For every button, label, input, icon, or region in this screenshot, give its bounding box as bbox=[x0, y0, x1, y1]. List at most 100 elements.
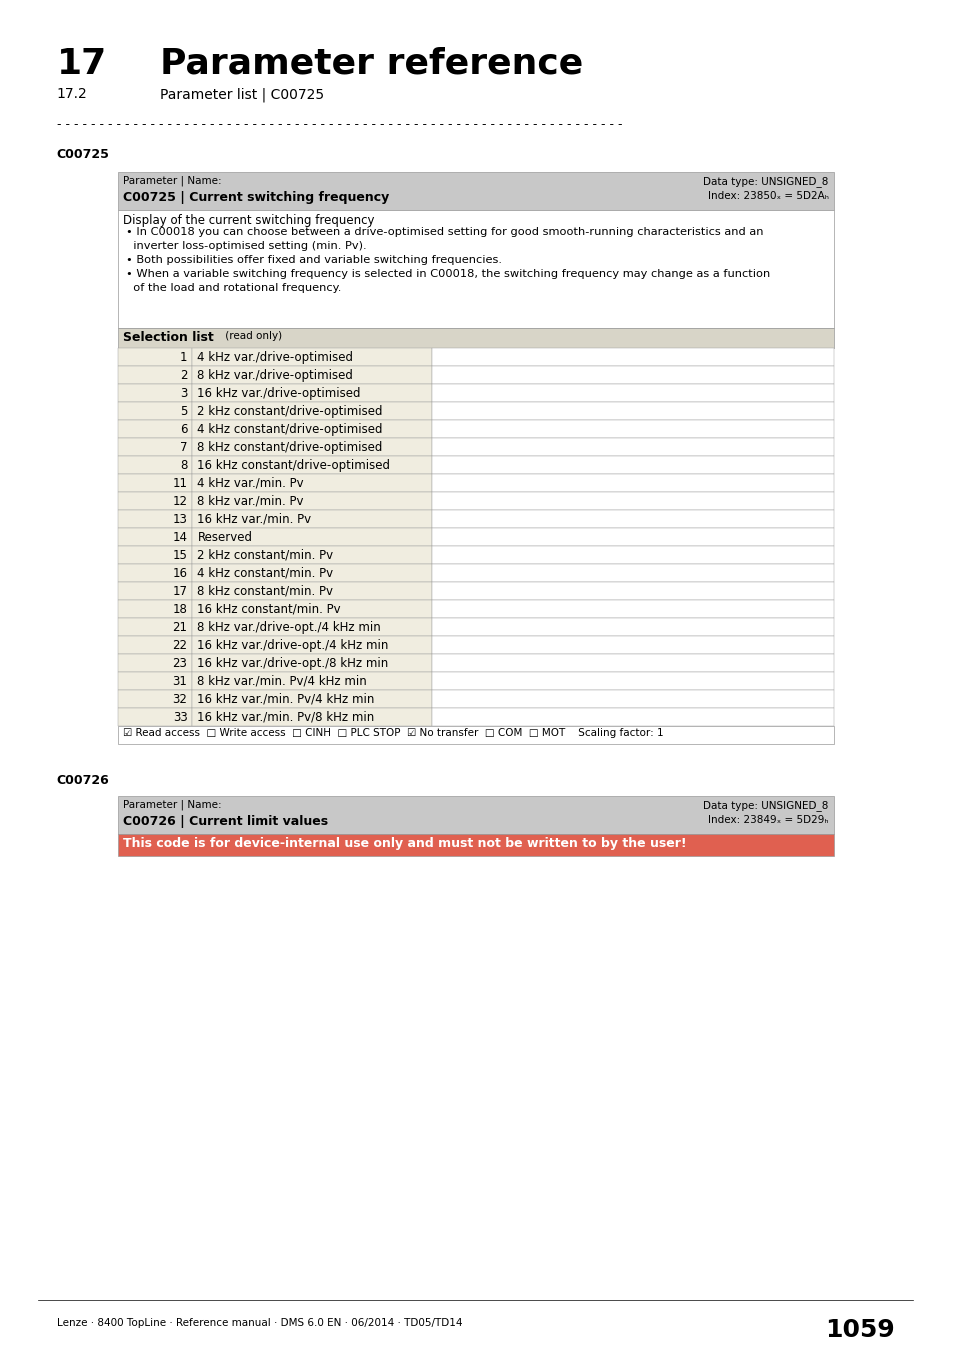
Bar bbox=[117, 672, 193, 690]
Bar bbox=[193, 383, 432, 402]
Text: Parameter | Name:: Parameter | Name: bbox=[123, 176, 221, 186]
Bar bbox=[117, 834, 833, 856]
Bar bbox=[117, 402, 193, 420]
Bar bbox=[432, 402, 833, 420]
Text: 1059: 1059 bbox=[824, 1318, 894, 1342]
Bar bbox=[432, 528, 833, 545]
Text: Index: 23850ₓ = 5D2Aₕ: Index: 23850ₓ = 5D2Aₕ bbox=[707, 190, 828, 201]
Text: Parameter reference: Parameter reference bbox=[159, 47, 582, 81]
Bar bbox=[117, 545, 193, 564]
Bar bbox=[432, 672, 833, 690]
Text: 8 kHz var./drive-opt./4 kHz min: 8 kHz var./drive-opt./4 kHz min bbox=[197, 621, 381, 634]
Text: 32: 32 bbox=[172, 693, 188, 706]
Text: 2 kHz constant/drive-optimised: 2 kHz constant/drive-optimised bbox=[197, 405, 382, 418]
Text: inverter loss-optimised setting (min. Pv).: inverter loss-optimised setting (min. Pv… bbox=[126, 242, 366, 251]
Text: 8: 8 bbox=[180, 459, 188, 472]
Text: 1: 1 bbox=[180, 351, 188, 364]
Text: 22: 22 bbox=[172, 639, 188, 652]
Bar bbox=[432, 690, 833, 707]
Bar bbox=[432, 510, 833, 528]
Bar bbox=[117, 653, 193, 672]
Text: Parameter list | C00725: Parameter list | C00725 bbox=[159, 86, 323, 101]
Text: ☑ Read access  □ Write access  □ CINH  □ PLC STOP  ☑ No transfer  □ COM  □ MOT  : ☑ Read access □ Write access □ CINH □ PL… bbox=[123, 728, 662, 738]
Text: 8 kHz var./min. Pv/4 kHz min: 8 kHz var./min. Pv/4 kHz min bbox=[197, 675, 367, 688]
Text: 6: 6 bbox=[180, 423, 188, 436]
Bar bbox=[193, 420, 432, 437]
Text: Index: 23849ₓ = 5D29ₕ: Index: 23849ₓ = 5D29ₕ bbox=[707, 815, 828, 825]
Bar bbox=[193, 456, 432, 474]
Bar bbox=[193, 690, 432, 707]
Bar bbox=[193, 528, 432, 545]
Bar bbox=[193, 653, 432, 672]
Text: 14: 14 bbox=[172, 531, 188, 544]
Bar bbox=[117, 726, 833, 744]
Text: 4 kHz var./min. Pv: 4 kHz var./min. Pv bbox=[197, 477, 304, 490]
Text: • When a variable switching frequency is selected in C00018, the switching frequ: • When a variable switching frequency is… bbox=[126, 269, 769, 279]
Bar bbox=[117, 383, 193, 402]
Text: of the load and rotational frequency.: of the load and rotational frequency. bbox=[126, 284, 340, 293]
Text: C00725: C00725 bbox=[57, 148, 110, 161]
Text: 16 kHz var./drive-optimised: 16 kHz var./drive-optimised bbox=[197, 387, 360, 400]
Bar bbox=[193, 564, 432, 582]
Text: 17: 17 bbox=[57, 47, 107, 81]
Bar bbox=[117, 437, 193, 456]
Bar bbox=[193, 545, 432, 564]
Text: 7: 7 bbox=[180, 441, 188, 454]
Bar bbox=[432, 618, 833, 636]
Bar bbox=[117, 420, 193, 437]
Text: 4 kHz constant/drive-optimised: 4 kHz constant/drive-optimised bbox=[197, 423, 382, 436]
Bar bbox=[193, 348, 432, 366]
Bar bbox=[193, 474, 432, 491]
Bar bbox=[193, 510, 432, 528]
Text: 16: 16 bbox=[172, 567, 188, 580]
Text: 11: 11 bbox=[172, 477, 188, 490]
Text: 16 kHz var./min. Pv: 16 kHz var./min. Pv bbox=[197, 513, 312, 526]
Text: 5: 5 bbox=[180, 405, 188, 418]
Bar bbox=[117, 491, 193, 510]
Text: Reserved: Reserved bbox=[197, 531, 253, 544]
Bar bbox=[117, 599, 193, 618]
Bar bbox=[193, 366, 432, 383]
Bar bbox=[432, 491, 833, 510]
Text: 15: 15 bbox=[172, 549, 188, 562]
Bar bbox=[117, 618, 193, 636]
Text: 16 kHz var./min. Pv/4 kHz min: 16 kHz var./min. Pv/4 kHz min bbox=[197, 693, 375, 706]
Text: 4 kHz var./drive-optimised: 4 kHz var./drive-optimised bbox=[197, 351, 354, 364]
Text: (read only): (read only) bbox=[222, 331, 282, 342]
Bar bbox=[193, 707, 432, 726]
Bar bbox=[117, 564, 193, 582]
Text: Lenze · 8400 TopLine · Reference manual · DMS 6.0 EN · 06/2014 · TD05/TD14: Lenze · 8400 TopLine · Reference manual … bbox=[57, 1318, 462, 1328]
Bar bbox=[432, 366, 833, 383]
Text: 16 kHz var./drive-opt./8 kHz min: 16 kHz var./drive-opt./8 kHz min bbox=[197, 657, 388, 670]
Bar bbox=[117, 528, 193, 545]
Bar bbox=[193, 636, 432, 653]
Text: Data type: UNSIGNED_8: Data type: UNSIGNED_8 bbox=[702, 176, 828, 186]
Text: 21: 21 bbox=[172, 621, 188, 634]
Text: 18: 18 bbox=[172, 603, 188, 616]
Text: 17.2: 17.2 bbox=[57, 86, 88, 101]
Bar bbox=[432, 420, 833, 437]
Text: Data type: UNSIGNED_8: Data type: UNSIGNED_8 bbox=[702, 801, 828, 811]
Bar bbox=[432, 707, 833, 726]
Text: This code is for device-internal use only and must not be written to by the user: This code is for device-internal use onl… bbox=[123, 837, 685, 850]
Text: 8 kHz var./drive-optimised: 8 kHz var./drive-optimised bbox=[197, 369, 353, 382]
Text: 8 kHz constant/min. Pv: 8 kHz constant/min. Pv bbox=[197, 585, 334, 598]
Text: Parameter | Name:: Parameter | Name: bbox=[123, 801, 221, 810]
Bar bbox=[117, 510, 193, 528]
Bar bbox=[117, 636, 193, 653]
Bar bbox=[432, 636, 833, 653]
Text: 4 kHz constant/min. Pv: 4 kHz constant/min. Pv bbox=[197, 567, 334, 580]
Bar bbox=[117, 582, 193, 599]
Text: 23: 23 bbox=[172, 657, 188, 670]
Text: 17: 17 bbox=[172, 585, 188, 598]
Text: 12: 12 bbox=[172, 495, 188, 508]
Text: 33: 33 bbox=[172, 711, 188, 724]
Bar bbox=[193, 672, 432, 690]
Bar bbox=[193, 491, 432, 510]
Bar bbox=[193, 599, 432, 618]
Text: 31: 31 bbox=[172, 675, 188, 688]
Bar bbox=[432, 383, 833, 402]
Bar bbox=[117, 366, 193, 383]
Bar bbox=[117, 796, 833, 834]
Text: Display of the current switching frequency: Display of the current switching frequen… bbox=[123, 215, 374, 227]
